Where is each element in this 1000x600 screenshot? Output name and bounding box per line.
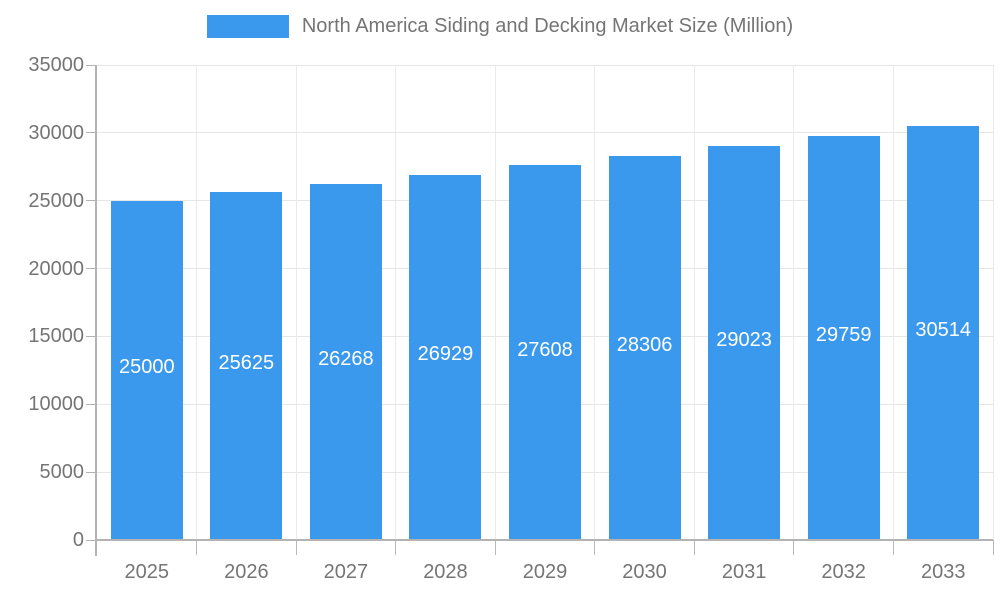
bar-2025 [110, 200, 183, 540]
x-axis-tick-label: 2033 [920, 561, 966, 583]
x-gridline [395, 65, 397, 540]
x-gridline [295, 65, 297, 540]
y-axis-tick-label: 20000 [28, 257, 84, 280]
x-axis-tick [196, 540, 198, 555]
y-axis-tick-label: 15000 [28, 325, 84, 348]
bar-value-label: 30514 [915, 318, 972, 341]
legend-swatch [206, 15, 289, 38]
x-gridline [892, 65, 894, 540]
x-axis-tick-label: 2030 [622, 561, 667, 583]
bar-value-label: 25000 [118, 356, 175, 379]
y-axis-tick-label: 10000 [28, 393, 84, 416]
bar-value-label: 26929 [417, 343, 474, 366]
y-axis-tick-label: 35000 [28, 54, 84, 76]
y-axis-tick [86, 471, 97, 473]
x-gridline [793, 65, 795, 540]
x-axis-tick [693, 540, 695, 555]
y-axis-tick [86, 539, 97, 541]
bar-value-label: 29023 [716, 329, 772, 352]
x-axis-tick-label: 2031 [721, 561, 767, 583]
y-axis-tick [86, 200, 97, 202]
y-axis-tick [86, 64, 97, 66]
x-axis-tick [594, 540, 596, 555]
x-gridline [992, 65, 994, 540]
bar-2026 [210, 192, 283, 540]
y-axis-tick [86, 132, 97, 134]
x-axis-tick-label: 2032 [821, 561, 866, 583]
y-gridline [97, 64, 993, 66]
bar-2029 [509, 165, 581, 540]
x-axis-tick-label: 2026 [224, 561, 269, 583]
legend-label: North America Siding and Decking Market … [301, 15, 794, 37]
chart-legend: North America Siding and Decking Market … [0, 15, 1000, 38]
y-axis-tick-label: 5000 [39, 461, 85, 484]
x-axis-tick-label: 2027 [323, 561, 369, 583]
bar-value-label: 25625 [218, 352, 275, 375]
x-axis-tick-label: 2028 [423, 561, 468, 583]
x-axis-tick [494, 540, 496, 555]
x-gridline [196, 65, 198, 540]
y-axis-tick-label: 25000 [28, 189, 84, 212]
x-axis-tick [395, 540, 397, 555]
x-axis-tick [992, 540, 994, 555]
bar-value-label: 29759 [815, 324, 872, 347]
x-gridline [494, 65, 496, 540]
x-axis-tick [793, 540, 795, 555]
bar-2028 [409, 174, 482, 540]
y-axis-tick-label: 30000 [28, 121, 84, 144]
bar-value-label: 28306 [616, 333, 673, 356]
bar-2030 [608, 155, 681, 540]
y-axis-tick [86, 335, 97, 337]
plot-area: 25000 25625 26268 26929 27608 28306 29023 29759… [86, 64, 994, 556]
x-gridline [594, 65, 596, 540]
bar-2031 [708, 146, 781, 540]
x-axis-tick [295, 540, 297, 555]
bar-2032 [807, 136, 880, 540]
y-axis-line [95, 65, 97, 556]
x-axis-tick [892, 540, 894, 555]
x-axis-tick-label: 2025 [124, 561, 170, 583]
x-axis-tick-label: 2029 [522, 561, 568, 583]
bar-2027 [309, 183, 382, 540]
y-axis-tick-label: 0 [72, 529, 84, 551]
y-axis-tick [86, 268, 97, 270]
y-gridline [97, 132, 993, 134]
x-axis-line [95, 539, 993, 541]
x-gridline [693, 65, 695, 540]
bar-value-label: 27608 [517, 338, 573, 361]
bar-2033 [907, 125, 980, 540]
y-axis-tick [86, 403, 97, 405]
bar-value-label: 26268 [318, 347, 374, 370]
